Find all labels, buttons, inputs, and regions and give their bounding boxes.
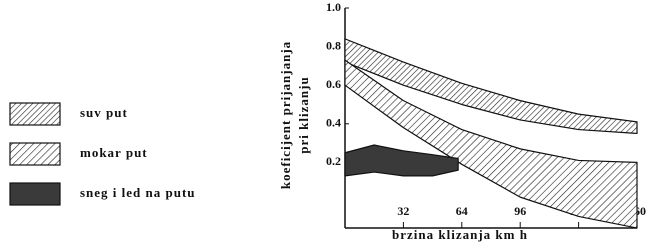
y-tick-label: 0.2: [326, 154, 341, 168]
band: [344, 59, 638, 229]
band: [344, 144, 459, 177]
y-tick-label: 0.4: [326, 116, 341, 130]
y-tick-label: 1.0: [326, 0, 341, 14]
legend-label: mokar put: [80, 145, 148, 160]
legend-swatch: [9, 102, 61, 126]
y-axis-label: koeficijent prijanjanja: [278, 41, 293, 189]
legend-swatch: [9, 142, 61, 166]
x-axis-label: brzina klizanja km h: [392, 227, 528, 242]
y-tick-label: 0.8: [326, 38, 341, 52]
band: [344, 38, 638, 135]
y-axis-label: pri klizanju: [296, 76, 311, 153]
x-tick-label: 32: [397, 204, 409, 218]
x-tick-label: 96: [514, 204, 526, 218]
legend-label: suv put: [80, 105, 128, 120]
x-tick-label: 64: [456, 204, 468, 218]
y-tick-label: 0.6: [326, 77, 341, 91]
legend-label: sneg i led na putu: [80, 185, 196, 200]
legend-swatch: [9, 182, 61, 206]
